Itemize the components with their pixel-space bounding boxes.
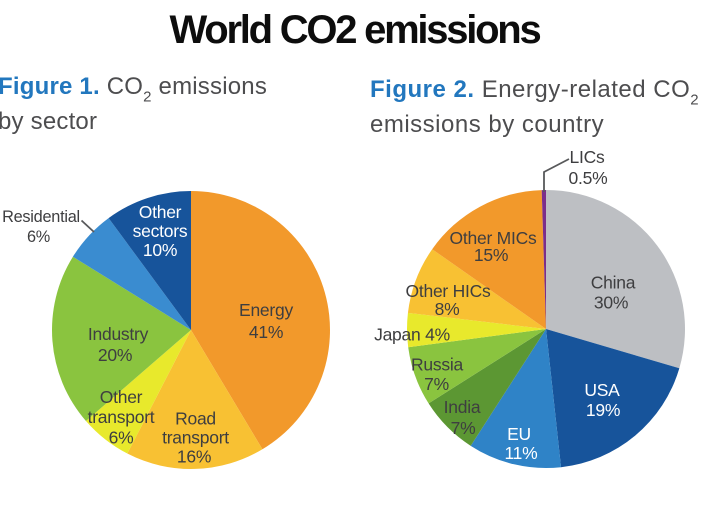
- svg-text:8%: 8%: [435, 299, 460, 319]
- svg-text:Road: Road: [175, 408, 216, 428]
- svg-text:Other MICs: Other MICs: [450, 228, 537, 248]
- svg-text:China: China: [591, 272, 636, 292]
- svg-text:EU: EU: [507, 424, 531, 444]
- svg-text:7%: 7%: [451, 418, 476, 438]
- svg-text:Other: Other: [100, 387, 143, 407]
- svg-text:15%: 15%: [474, 245, 508, 265]
- svg-text:sectors: sectors: [133, 221, 188, 241]
- svg-text:Japan 4%: Japan 4%: [374, 325, 450, 345]
- svg-text:LICs: LICs: [570, 147, 605, 167]
- svg-text:USA: USA: [584, 380, 620, 400]
- svg-text:6%: 6%: [27, 228, 50, 246]
- svg-text:30%: 30%: [594, 292, 628, 312]
- svg-text:10%: 10%: [143, 240, 177, 260]
- svg-text:0.5%: 0.5%: [569, 168, 608, 188]
- svg-text:transport: transport: [88, 407, 155, 427]
- svg-text:20%: 20%: [98, 345, 132, 365]
- svg-text:7%: 7%: [424, 374, 449, 394]
- svg-text:Russia: Russia: [411, 355, 464, 375]
- svg-text:Energy: Energy: [239, 300, 293, 320]
- svg-text:Other HICs: Other HICs: [405, 281, 491, 301]
- svg-text:Industry: Industry: [88, 324, 149, 344]
- svg-text:transport: transport: [162, 428, 229, 448]
- svg-text:16%: 16%: [177, 447, 211, 467]
- svg-text:Residential: Residential: [2, 208, 80, 226]
- svg-text:Other: Other: [139, 202, 182, 222]
- svg-text:41%: 41%: [249, 322, 283, 342]
- svg-text:19%: 19%: [586, 400, 620, 420]
- svg-text:11%: 11%: [505, 443, 538, 463]
- svg-text:6%: 6%: [109, 428, 134, 448]
- svg-text:India: India: [444, 397, 481, 417]
